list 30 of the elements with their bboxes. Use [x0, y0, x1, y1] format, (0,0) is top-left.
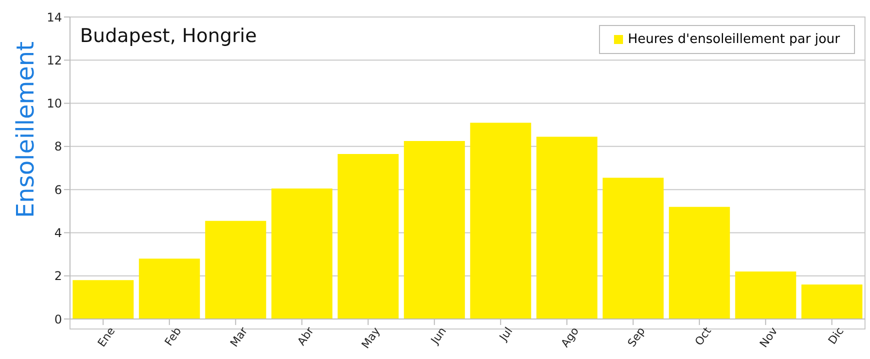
bar — [735, 272, 796, 319]
chart-title: Budapest, Hongrie — [80, 25, 257, 47]
y-tick-label: 10 — [46, 96, 62, 111]
y-tick-label: 14 — [46, 10, 62, 24]
x-tick-label: Jun — [428, 324, 449, 348]
bar — [271, 188, 332, 319]
x-tick-label: Sep — [625, 324, 648, 350]
y-tick-label: 0 — [54, 312, 62, 326]
y-axis-title: Ensoleillement — [12, 41, 40, 218]
bar — [138, 258, 200, 319]
bar — [205, 220, 266, 319]
y-tick-label: 2 — [54, 269, 62, 284]
bar — [801, 284, 862, 319]
y-tick-label: 6 — [54, 182, 62, 197]
bar — [470, 122, 532, 319]
x-tick-label: Feb — [162, 324, 184, 348]
x-tick-label: Oct — [692, 324, 714, 348]
x-tick-label: Jul — [496, 324, 516, 344]
bar — [668, 206, 730, 319]
bar — [72, 280, 134, 319]
y-tick-label: 8 — [54, 140, 62, 154]
y-tick-label: 4 — [54, 226, 62, 240]
bar — [602, 178, 664, 319]
y-tick-label: 12 — [46, 53, 62, 68]
x-tick-label: Dic — [826, 324, 846, 347]
bar — [404, 141, 465, 319]
legend-label: Heures d'ensoleillement par jour — [628, 32, 840, 47]
bar — [536, 136, 598, 319]
bar — [338, 154, 399, 319]
x-tick-label: Ene — [95, 324, 118, 350]
